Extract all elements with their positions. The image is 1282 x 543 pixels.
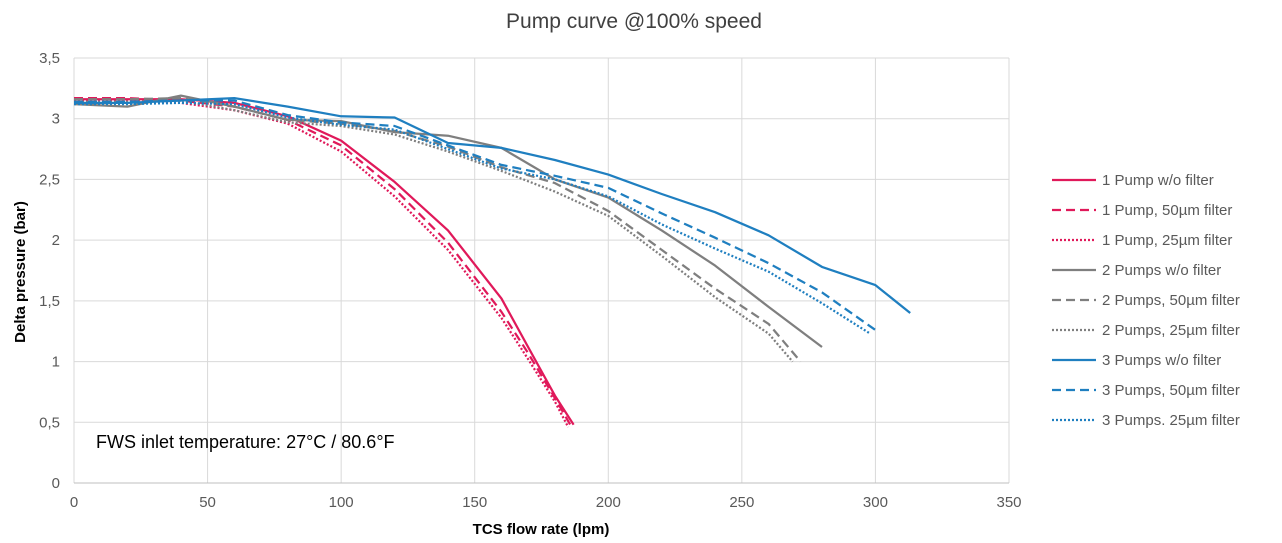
legend: 1 Pump w/o filter 1 Pump, 50µm filter 1 Pu… bbox=[1052, 172, 1240, 429]
y-axis-label: Delta pressure (bar) bbox=[12, 201, 29, 343]
y-tick-label: 3,5 bbox=[39, 50, 60, 67]
gridlines bbox=[73, 57, 1010, 483]
legend-label: 1 Pump, 25µm filter bbox=[1102, 232, 1232, 249]
legend-label: 1 Pump w/o filter bbox=[1102, 172, 1214, 189]
x-tick-label: 250 bbox=[729, 494, 754, 511]
x-axis-label: TCS flow rate (lpm) bbox=[473, 521, 610, 538]
series-line-3 bbox=[74, 99, 570, 428]
series-line-4 bbox=[73, 94, 823, 348]
y-axis-ticks: 0 0,5 1 1,5 2 2,5 3 3,5 bbox=[39, 50, 60, 492]
legend-label: 3 Pumps, 50µm filter bbox=[1102, 382, 1240, 399]
legend-label: 3 Pumps. 25µm filter bbox=[1102, 412, 1240, 429]
legend-label: 2 Pumps, 25µm filter bbox=[1102, 322, 1240, 339]
x-tick-label: 100 bbox=[329, 494, 354, 511]
legend-label: 2 Pumps w/o filter bbox=[1102, 262, 1221, 279]
y-tick-label: 1 bbox=[52, 354, 60, 371]
x-axis-ticks: 0 50 100 150 200 250 300 350 bbox=[70, 494, 1022, 511]
x-tick-label: 300 bbox=[863, 494, 888, 511]
series-line-5 bbox=[74, 96, 802, 363]
series-lines bbox=[73, 94, 911, 428]
series-line-9 bbox=[74, 101, 871, 335]
legend-label: 3 Pumps w/o filter bbox=[1102, 352, 1221, 369]
x-tick-label: 50 bbox=[199, 494, 216, 511]
y-tick-label: 2 bbox=[52, 232, 60, 249]
x-tick-label: 0 bbox=[70, 494, 78, 511]
y-tick-label: 0 bbox=[52, 475, 60, 492]
chart-title: Pump curve @100% speed bbox=[506, 10, 762, 33]
y-tick-label: 3 bbox=[52, 111, 60, 128]
x-tick-label: 350 bbox=[996, 494, 1021, 511]
series-line-8 bbox=[74, 99, 877, 331]
y-tick-label: 1,5 bbox=[39, 293, 60, 310]
series-line-1 bbox=[74, 98, 575, 426]
temperature-annotation: FWS inlet temperature: 27°C / 80.6°F bbox=[96, 432, 395, 452]
legend-label: 1 Pump, 50µm filter bbox=[1102, 202, 1232, 219]
x-tick-label: 200 bbox=[596, 494, 621, 511]
y-tick-label: 2,5 bbox=[39, 171, 60, 188]
series-line-7 bbox=[74, 96, 911, 314]
y-tick-label: 0,5 bbox=[39, 414, 60, 431]
x-tick-label: 150 bbox=[462, 494, 487, 511]
legend-label: 2 Pumps, 50µm filter bbox=[1102, 292, 1240, 309]
